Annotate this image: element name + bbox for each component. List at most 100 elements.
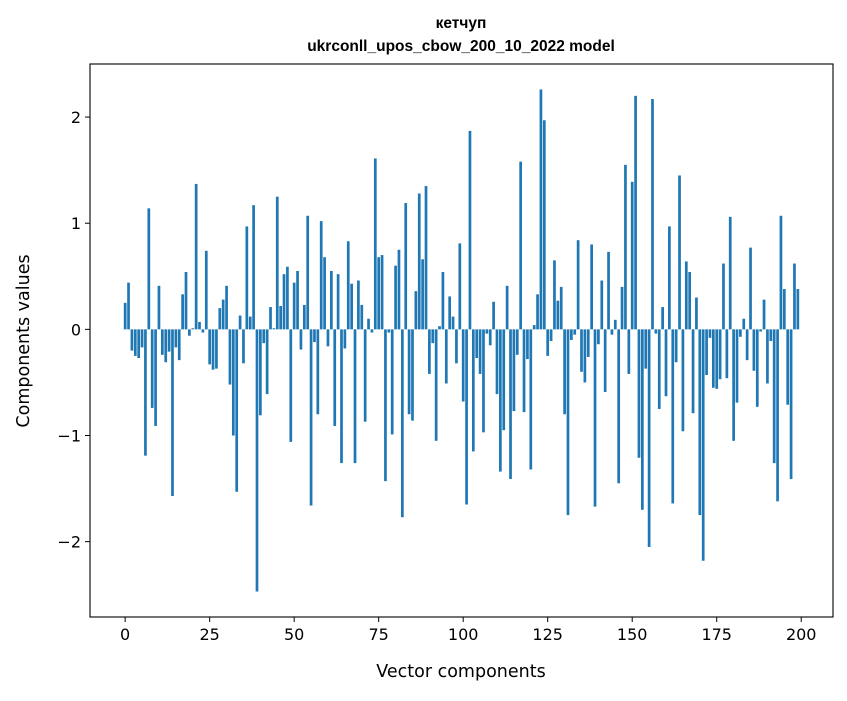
bar-133 bbox=[573, 329, 577, 335]
bar-67 bbox=[350, 283, 353, 330]
bar-6 bbox=[144, 329, 147, 456]
bar-172 bbox=[705, 329, 708, 375]
bar-50 bbox=[292, 282, 296, 330]
bar-150 bbox=[630, 181, 634, 330]
bar-68 bbox=[353, 329, 357, 464]
y-tick-label: 1 bbox=[71, 214, 81, 233]
bar-182 bbox=[739, 329, 742, 337]
bar-41 bbox=[262, 329, 266, 344]
bar-112 bbox=[502, 329, 506, 431]
x-axis-label: Vector components bbox=[376, 662, 545, 682]
y-tick-label: −1 bbox=[57, 426, 81, 445]
bar-28 bbox=[218, 308, 222, 330]
bar-144 bbox=[610, 329, 614, 335]
bar-129 bbox=[559, 286, 563, 330]
bar-82 bbox=[400, 329, 404, 518]
bar-157 bbox=[654, 329, 658, 334]
bar-137 bbox=[586, 329, 590, 357]
bar-86 bbox=[414, 291, 418, 330]
bar-18 bbox=[184, 272, 188, 330]
bar-15 bbox=[174, 329, 178, 348]
bar-73 bbox=[370, 329, 374, 333]
bar-179 bbox=[728, 216, 732, 330]
bar-130 bbox=[563, 329, 566, 415]
bar-160 bbox=[664, 329, 668, 397]
bar-173 bbox=[708, 329, 712, 338]
bar-127 bbox=[553, 260, 556, 330]
x-tick-label: 100 bbox=[448, 625, 479, 644]
bar-30 bbox=[225, 285, 228, 330]
bar-62 bbox=[333, 329, 337, 426]
bar-13 bbox=[167, 329, 171, 352]
bar-138 bbox=[590, 244, 593, 330]
bar-22 bbox=[198, 321, 201, 330]
bar-163 bbox=[674, 329, 678, 363]
bar-56 bbox=[313, 329, 316, 343]
bar-39 bbox=[255, 329, 259, 592]
bar-1 bbox=[127, 282, 130, 330]
bar-139 bbox=[593, 329, 597, 507]
bar-159 bbox=[661, 307, 664, 330]
bar-156 bbox=[651, 99, 654, 330]
bar-79 bbox=[390, 329, 394, 435]
bar-20 bbox=[191, 328, 195, 330]
bar-151 bbox=[634, 95, 637, 330]
bar-105 bbox=[478, 329, 482, 374]
bar-52 bbox=[299, 329, 303, 350]
bar-108 bbox=[488, 329, 492, 346]
bar-7 bbox=[147, 208, 151, 330]
bar-117 bbox=[519, 161, 523, 330]
bar-69 bbox=[357, 280, 360, 330]
bar-87 bbox=[417, 193, 421, 330]
bar-54 bbox=[306, 215, 310, 330]
bar-115 bbox=[512, 329, 516, 412]
bar-141 bbox=[600, 280, 604, 330]
bar-90 bbox=[428, 329, 431, 374]
bar-38 bbox=[252, 205, 255, 330]
bar-111 bbox=[499, 329, 502, 472]
bar-131 bbox=[566, 329, 570, 516]
bar-98 bbox=[455, 329, 458, 364]
bar-120 bbox=[529, 329, 533, 470]
bar-25 bbox=[208, 329, 212, 365]
bar-140 bbox=[597, 329, 600, 345]
bar-162 bbox=[671, 329, 675, 504]
bar-194 bbox=[779, 215, 783, 330]
bar-199 bbox=[796, 289, 800, 330]
bar-49 bbox=[289, 329, 293, 442]
bar-75 bbox=[377, 257, 381, 330]
bar-33 bbox=[235, 329, 239, 492]
bar-37 bbox=[248, 316, 252, 330]
bar-31 bbox=[228, 329, 232, 385]
bar-71 bbox=[363, 329, 367, 422]
y-tick-label: 2 bbox=[71, 108, 81, 127]
bar-119 bbox=[526, 329, 529, 360]
bar-143 bbox=[607, 251, 610, 330]
bar-147 bbox=[620, 286, 624, 330]
bar-43 bbox=[269, 307, 272, 330]
bar-183 bbox=[742, 318, 746, 330]
bar-153 bbox=[640, 329, 644, 510]
y-tick-label: −2 bbox=[57, 533, 81, 552]
bar-158 bbox=[657, 329, 661, 409]
bar-89 bbox=[424, 186, 428, 330]
bar-12 bbox=[164, 329, 168, 363]
bar-165 bbox=[681, 329, 685, 432]
bar-83 bbox=[404, 203, 408, 330]
y-tick-label: 0 bbox=[71, 320, 81, 339]
bar-102 bbox=[468, 130, 472, 330]
bar-84 bbox=[407, 329, 411, 415]
bar-171 bbox=[701, 329, 705, 561]
bar-155 bbox=[647, 329, 651, 547]
bar-95 bbox=[444, 329, 448, 384]
bar-34 bbox=[238, 315, 242, 330]
bar-135 bbox=[580, 329, 583, 372]
bar-124 bbox=[542, 120, 546, 330]
bar-136 bbox=[583, 329, 587, 383]
bar-187 bbox=[755, 329, 759, 407]
bar-125 bbox=[546, 329, 550, 356]
x-tick-label: 25 bbox=[199, 625, 219, 644]
bar-53 bbox=[302, 304, 306, 330]
bar-51 bbox=[296, 270, 299, 330]
